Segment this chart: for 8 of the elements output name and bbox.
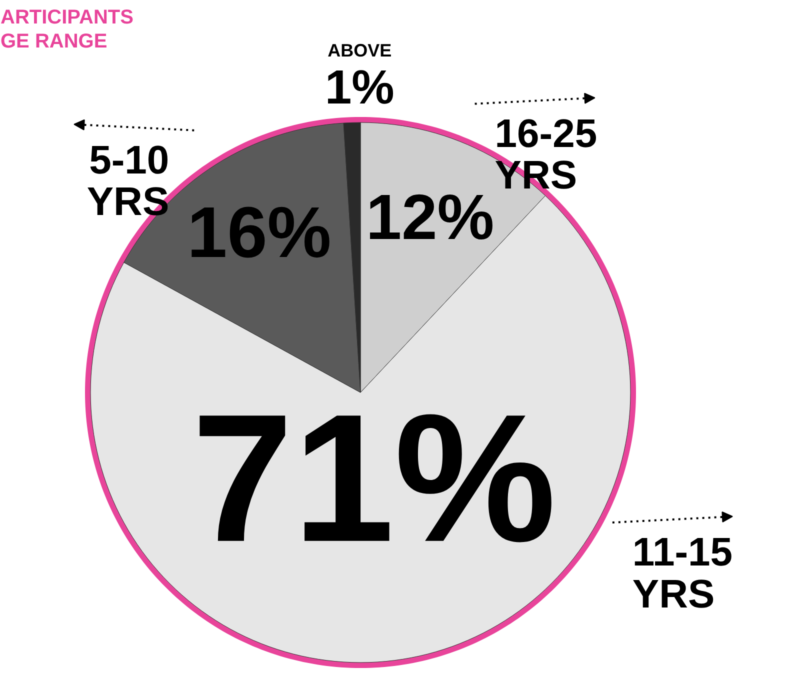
slice-label: 11-15 YRS xyxy=(632,530,733,616)
data-label: 12% xyxy=(366,180,494,253)
slice-label: ABOVE xyxy=(328,40,392,60)
data-label: 71% xyxy=(192,376,556,580)
slice-label: 5-10 YRS xyxy=(86,138,170,224)
chart-title: ARTICIPANTS GE RANGE xyxy=(0,6,134,53)
data-label: 16% xyxy=(187,192,332,273)
data-label: 1% xyxy=(324,62,394,114)
